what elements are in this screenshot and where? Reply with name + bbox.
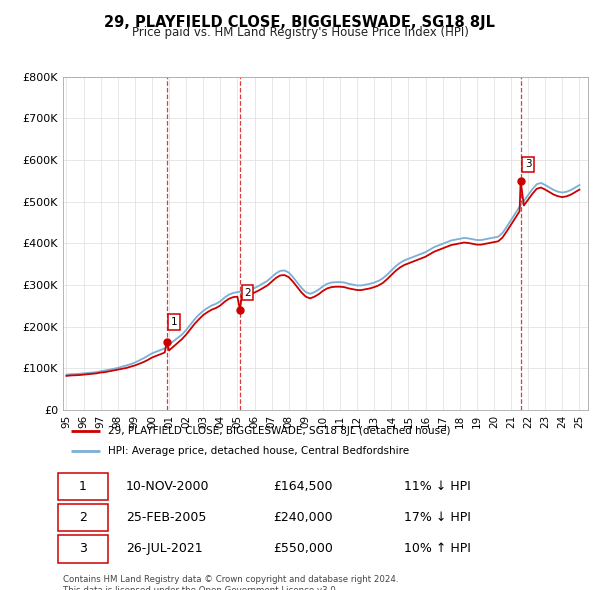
Text: 3: 3: [525, 159, 532, 169]
Text: 10% ↑ HPI: 10% ↑ HPI: [404, 542, 471, 555]
Text: 10-NOV-2000: 10-NOV-2000: [126, 480, 209, 493]
Text: £164,500: £164,500: [273, 480, 332, 493]
Text: 29, PLAYFIELD CLOSE, BIGGLESWADE, SG18 8JL: 29, PLAYFIELD CLOSE, BIGGLESWADE, SG18 8…: [104, 15, 496, 30]
Text: 17% ↓ HPI: 17% ↓ HPI: [404, 511, 471, 525]
Text: 25-FEB-2005: 25-FEB-2005: [126, 511, 206, 525]
FancyBboxPatch shape: [58, 473, 107, 500]
Text: Price paid vs. HM Land Registry's House Price Index (HPI): Price paid vs. HM Land Registry's House …: [131, 26, 469, 39]
Text: 26-JUL-2021: 26-JUL-2021: [126, 542, 203, 555]
Text: 3: 3: [79, 542, 86, 555]
Text: £550,000: £550,000: [273, 542, 333, 555]
Text: £240,000: £240,000: [273, 511, 332, 525]
Text: HPI: Average price, detached house, Central Bedfordshire: HPI: Average price, detached house, Cent…: [107, 446, 409, 456]
Text: 1: 1: [79, 480, 86, 493]
Text: 29, PLAYFIELD CLOSE, BIGGLESWADE, SG18 8JL (detached house): 29, PLAYFIELD CLOSE, BIGGLESWADE, SG18 8…: [107, 426, 450, 436]
Text: 2: 2: [79, 511, 86, 525]
Text: 2: 2: [244, 287, 251, 297]
Text: 1: 1: [171, 317, 178, 327]
Text: Contains HM Land Registry data © Crown copyright and database right 2024.
This d: Contains HM Land Registry data © Crown c…: [63, 575, 398, 590]
FancyBboxPatch shape: [58, 504, 107, 532]
Text: 11% ↓ HPI: 11% ↓ HPI: [404, 480, 471, 493]
FancyBboxPatch shape: [58, 535, 107, 562]
